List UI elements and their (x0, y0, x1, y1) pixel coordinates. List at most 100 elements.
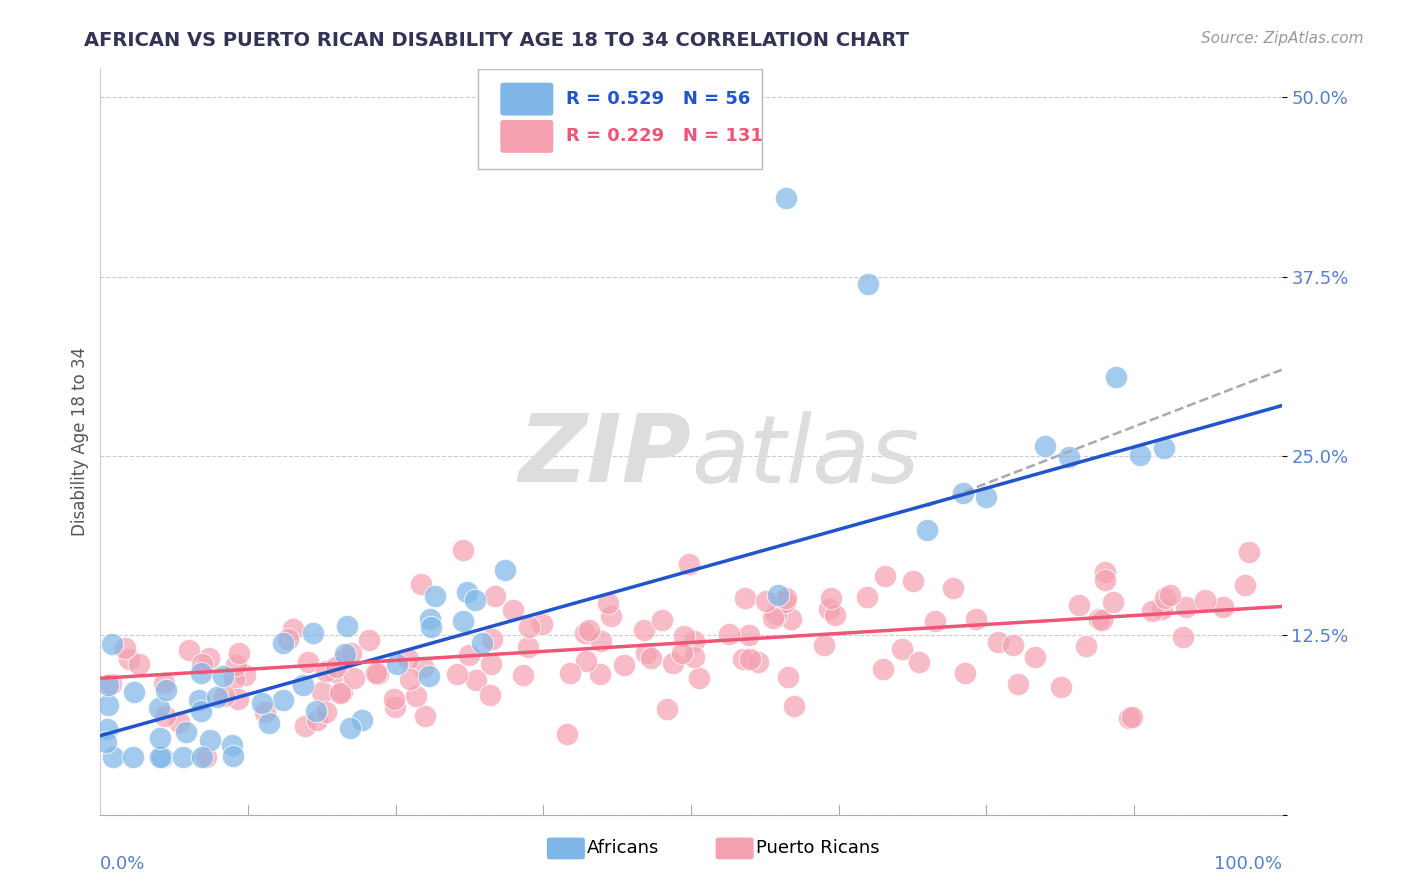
Point (1152, 601, 1174, 615)
Point (917, 523, 939, 537)
Point (315, 664, 337, 678)
Point (451, 615, 474, 629)
Point (1035, 439, 1057, 453)
Point (530, 617, 553, 632)
Point (479, 657, 502, 671)
Point (755, 593, 778, 607)
Point (176, 725, 198, 739)
Point (150, 750, 173, 764)
Text: 100.0%: 100.0% (1213, 855, 1282, 872)
Point (578, 623, 600, 637)
Point (225, 657, 247, 672)
Point (367, 667, 389, 681)
Point (332, 685, 354, 699)
Point (965, 611, 987, 625)
Point (872, 662, 894, 676)
Point (662, 656, 685, 670)
Point (451, 543, 474, 558)
Point (747, 655, 769, 669)
Point (596, 596, 619, 610)
Point (340, 647, 363, 661)
Point (222, 749, 245, 764)
Point (813, 638, 835, 652)
Point (672, 629, 695, 643)
Point (1140, 604, 1163, 618)
Point (1118, 711, 1140, 725)
Point (589, 634, 612, 648)
Point (277, 632, 299, 647)
Point (775, 191, 797, 205)
Point (636, 646, 658, 660)
Text: R = 0.229   N = 131: R = 0.229 N = 131 (565, 128, 762, 145)
Point (224, 672, 246, 686)
Point (191, 750, 214, 764)
Point (1171, 630, 1194, 644)
Point (651, 613, 673, 627)
Point (557, 727, 579, 741)
Point (761, 611, 783, 625)
Point (252, 696, 274, 710)
Point (323, 665, 346, 680)
Point (315, 705, 337, 719)
Point (419, 612, 441, 626)
Text: Africans: Africans (586, 839, 659, 857)
Point (257, 716, 280, 731)
Point (96, 698, 118, 712)
Point (350, 713, 373, 727)
Point (191, 657, 214, 671)
Point (824, 607, 846, 622)
Text: Source: ZipAtlas.com: Source: ZipAtlas.com (1201, 31, 1364, 46)
Point (195, 750, 218, 764)
Point (1007, 676, 1029, 690)
Point (179, 643, 201, 657)
Point (149, 750, 172, 764)
Point (953, 665, 976, 680)
Point (464, 592, 486, 607)
Point (413, 709, 436, 723)
Point (773, 595, 796, 609)
Text: atlas: atlas (690, 411, 920, 502)
Point (233, 668, 256, 682)
Point (471, 635, 494, 649)
Point (148, 700, 170, 714)
Point (339, 721, 361, 735)
Point (1194, 592, 1216, 607)
Point (1153, 591, 1175, 605)
Point (942, 581, 965, 595)
Point (599, 609, 621, 624)
Point (200, 732, 222, 747)
Point (1074, 640, 1097, 654)
Point (1067, 598, 1090, 612)
Point (124, 685, 146, 699)
Point (479, 688, 502, 702)
Point (212, 689, 235, 703)
Point (329, 686, 352, 700)
Point (311, 685, 333, 699)
Point (589, 667, 612, 681)
Point (1002, 638, 1025, 652)
Point (385, 657, 408, 671)
Point (153, 708, 176, 723)
Point (924, 614, 946, 628)
Point (446, 666, 468, 681)
Point (1087, 611, 1109, 625)
Point (332, 652, 354, 666)
Point (718, 627, 741, 641)
Point (343, 671, 366, 685)
Text: R = 0.529   N = 56: R = 0.529 N = 56 (565, 90, 751, 108)
Point (94, 734, 117, 748)
Point (205, 690, 228, 704)
Point (420, 620, 443, 634)
Point (858, 277, 880, 291)
Point (688, 671, 710, 685)
Point (153, 676, 176, 690)
FancyBboxPatch shape (478, 69, 762, 169)
Point (481, 632, 503, 646)
Point (1159, 588, 1181, 602)
Point (976, 490, 998, 504)
Point (683, 649, 706, 664)
Point (494, 563, 516, 577)
Point (1174, 600, 1197, 615)
Point (384, 699, 406, 714)
Point (97, 678, 120, 692)
